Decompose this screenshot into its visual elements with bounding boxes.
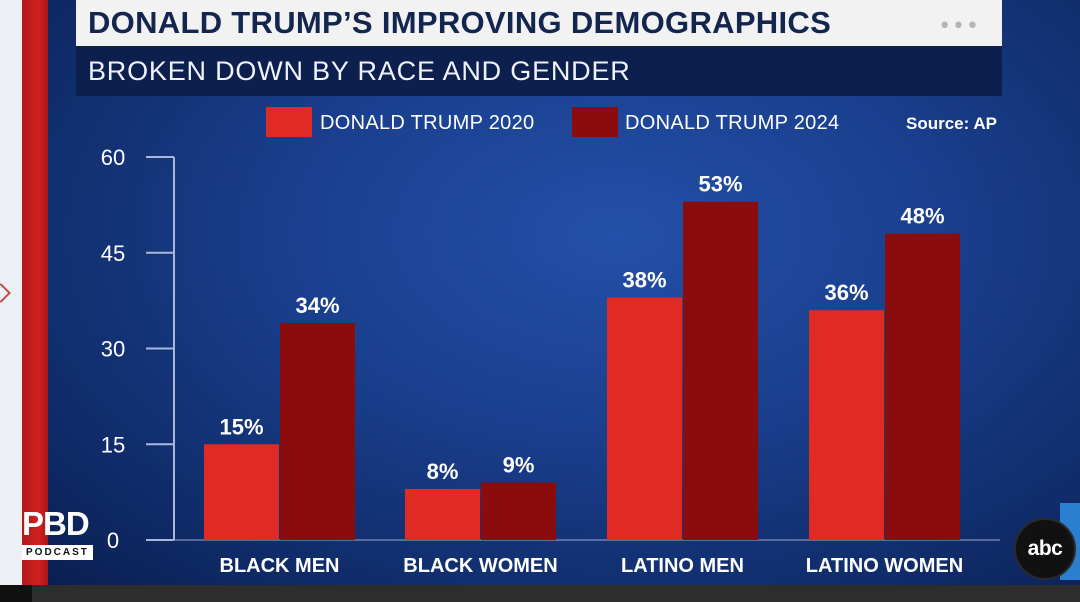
x-category-label: BLACK WOMEN [403, 555, 557, 577]
data-label: 34% [295, 293, 339, 318]
studio-background [0, 0, 24, 602]
y-tick-label: 30 [101, 337, 125, 362]
legend-swatch-2024 [572, 107, 618, 137]
legend-swatch-2020 [266, 107, 312, 137]
bar-black-women-1 [481, 482, 556, 540]
subtitle-bar: BROKEN DOWN BY RACE AND GENDER [76, 46, 1002, 96]
y-tick-label: 0 [107, 528, 119, 553]
bar-black-men-0 [204, 444, 279, 540]
y-tick-label: 15 [101, 432, 125, 457]
x-category-label: LATINO WOMEN [806, 555, 963, 577]
pbd-logo-subtext: PODCAST [22, 545, 93, 560]
data-label: 9% [503, 453, 535, 478]
more-dots-icon: ••• [938, 14, 980, 39]
data-label: 8% [427, 459, 459, 484]
bar-black-women-0 [405, 488, 480, 540]
y-tick-label: 60 [101, 145, 125, 170]
bar-latino-women-1 [885, 233, 960, 540]
x-category-label: LATINO MEN [621, 555, 744, 577]
legend-label-2020: DONALD TRUMP 2020 [320, 112, 535, 134]
bar-black-men-1 [280, 322, 355, 540]
y-tick-label: 45 [101, 241, 125, 266]
pbd-podcast-logo: PBD PODCAST [22, 505, 112, 562]
bar-latino-women-0 [809, 310, 884, 540]
player-bottom-bar [0, 585, 1080, 602]
player-bottom-bar-edge [0, 585, 32, 602]
bar-latino-men-1 [683, 201, 758, 540]
source-label: Source: AP [906, 114, 998, 133]
pbd-logo-text: PBD [22, 505, 90, 542]
data-label: 48% [900, 204, 944, 229]
legend-label-2024: DONALD TRUMP 2024 [625, 112, 840, 134]
data-label: 53% [698, 172, 742, 197]
chart-subtitle: BROKEN DOWN BY RACE AND GENDER [88, 55, 631, 86]
data-label: 38% [622, 267, 666, 292]
bar-chart: 0 15 30 45 60 15% 34% BLACK MEN 8% 9% BLACK WOMEN 3… [101, 145, 1000, 577]
bar-latino-men-0 [607, 297, 682, 540]
red-stripe [22, 0, 50, 585]
chart-title: DONALD TRUMP’S IMPROVING DEMOGRAPHICS [88, 5, 832, 40]
x-category-label: BLACK MEN [220, 555, 340, 577]
data-label: 15% [219, 414, 263, 439]
title-bar: DONALD TRUMP’S IMPROVING DEMOGRAPHICS ••… [76, 0, 1002, 46]
data-label: 36% [824, 280, 868, 305]
abc-logo: abc [1014, 518, 1076, 580]
